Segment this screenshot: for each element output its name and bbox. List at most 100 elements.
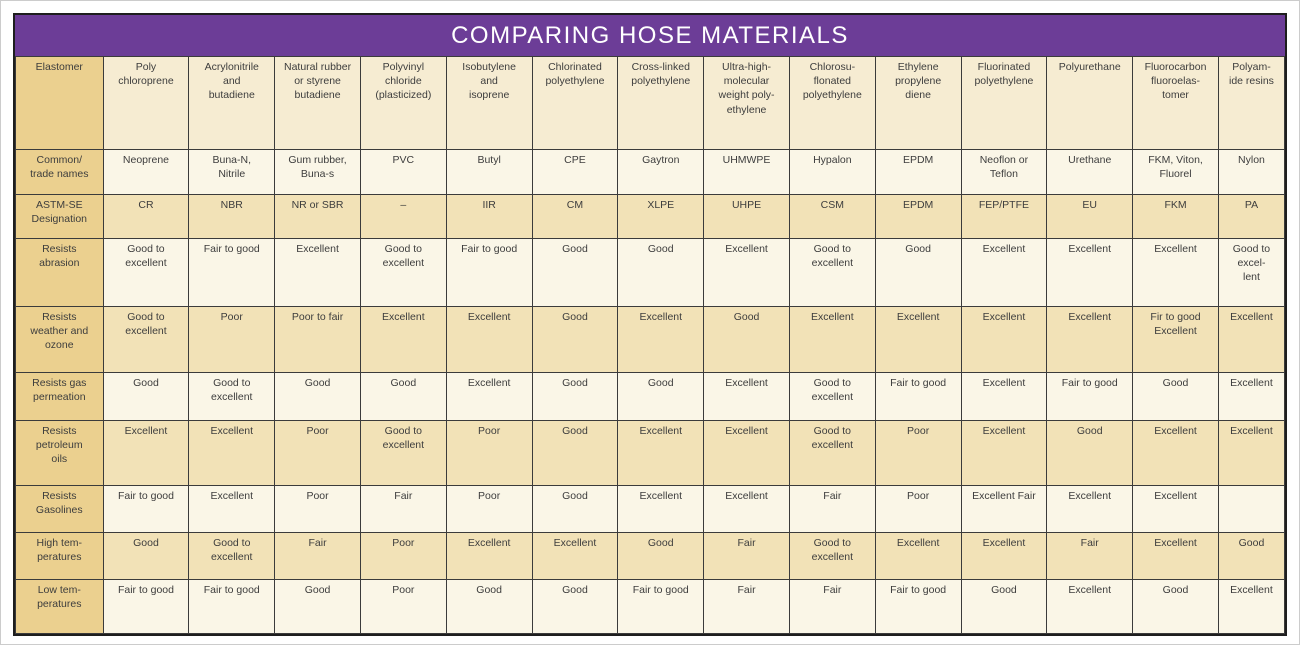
- table-cell: Excellent: [703, 485, 790, 533]
- table-cell: Excellent: [1217, 372, 1286, 421]
- table-cell: Excellent: [102, 420, 190, 486]
- column-header: Polyam- ide resins: [1217, 56, 1286, 150]
- table-cell: Excellent: [274, 238, 361, 307]
- table-cell: Good: [531, 579, 619, 634]
- table-cell: Good: [1132, 372, 1219, 421]
- table-cell: Fair to good: [874, 372, 962, 421]
- table-cell: EPDM: [874, 149, 962, 195]
- table-row: Resists abrasion Good to excellent Fair to…: [15, 238, 1286, 307]
- table-cell: Excellent: [960, 238, 1048, 307]
- table-row: ASTM-SE Designation CR NBR NR or SBR – IIR CM X…: [15, 194, 1286, 239]
- row-label: Resists gas permeation: [15, 372, 104, 421]
- page-title: COMPARING HOSE MATERIALS: [15, 15, 1285, 56]
- table-cell: Excellent: [1217, 420, 1286, 486]
- table-cell: Good: [617, 238, 705, 307]
- table-cell: Fair: [359, 485, 447, 533]
- table-cell: Good to excellent: [102, 306, 190, 373]
- table-cell: Good to excellent: [788, 372, 876, 421]
- table-row: Resists petroleum oils Excellent Excellent…: [15, 420, 1286, 486]
- table-cell: Fair: [274, 532, 361, 580]
- column-header: Chlorinated polyethylene: [531, 56, 619, 150]
- row-label: High tem- peratures: [15, 532, 104, 580]
- table-cell: NR or SBR: [274, 194, 361, 239]
- table-cell: Excellent: [1046, 306, 1134, 373]
- table-cell: Good to excellent: [188, 532, 276, 580]
- column-header: Fluorinated polyethylene: [960, 56, 1048, 150]
- table-cell: EPDM: [874, 194, 962, 239]
- table-cell: EU: [1046, 194, 1134, 239]
- table-cell: Fir to good Excellent: [1132, 306, 1219, 373]
- table-cell: Fair: [788, 485, 876, 533]
- table-cell: Excellent: [874, 532, 962, 580]
- table-cell: Fair: [1046, 532, 1134, 580]
- table-cell: Good: [874, 238, 962, 307]
- table-cell: FKM: [1132, 194, 1219, 239]
- table-cell: Fair to good: [102, 485, 190, 533]
- table-cell: Excellent: [445, 372, 533, 421]
- table-cell: Fair to good: [1046, 372, 1134, 421]
- table-cell: XLPE: [617, 194, 705, 239]
- table-cell: Poor: [445, 420, 533, 486]
- table-cell: Good to excellent: [359, 420, 447, 486]
- table-cell: –: [359, 194, 447, 239]
- table-cell: Excellent: [617, 485, 705, 533]
- column-header: Poly chloroprene: [102, 56, 190, 150]
- header-row: Elastomer Poly chloroprene Acrylonitrile …: [15, 56, 1286, 150]
- table-cell: Poor: [359, 532, 447, 580]
- table-cell: NBR: [188, 194, 276, 239]
- table-cell: Good to excellent: [102, 238, 190, 307]
- table-cell: Excellent: [788, 306, 876, 373]
- column-header: Ethylene propylene diene: [874, 56, 962, 150]
- table-cell: [1217, 485, 1286, 533]
- row-label: Resists abrasion: [15, 238, 104, 307]
- column-header: Polyurethane: [1046, 56, 1134, 150]
- table-cell: Fair to good: [445, 238, 533, 307]
- table-cell: CSM: [788, 194, 876, 239]
- table-cell: Good: [274, 579, 361, 634]
- hose-materials-table-card: COMPARING HOSE MATERIALS Elastomer Poly …: [13, 13, 1287, 636]
- table-cell: Excellent: [1046, 238, 1134, 307]
- table-cell: Good: [445, 579, 533, 634]
- table-cell: Excellent: [960, 306, 1048, 373]
- table-cell: Good: [531, 420, 619, 486]
- table-cell: Good: [1046, 420, 1134, 486]
- table-cell: Excellent: [617, 306, 705, 373]
- table-cell: Good to excellent: [188, 372, 276, 421]
- table-cell: Poor: [274, 420, 361, 486]
- table-row: Resists weather and ozone Good to excelle…: [15, 306, 1286, 373]
- table-cell: Good: [102, 532, 190, 580]
- column-header: Polyvinyl chloride (plasticized): [359, 56, 447, 150]
- table-cell: Poor: [445, 485, 533, 533]
- row-label: Resists petroleum oils: [15, 420, 104, 486]
- table-cell: Excellent: [1132, 238, 1219, 307]
- table-cell: Excellent: [1046, 485, 1134, 533]
- table-cell: Excellent: [960, 532, 1048, 580]
- table-cell: Excellent: [960, 420, 1048, 486]
- table-cell: Fair: [703, 532, 790, 580]
- table-cell: PVC: [359, 149, 447, 195]
- table-cell: Poor: [874, 420, 962, 486]
- table-cell: Neoprene: [102, 149, 190, 195]
- table-row: Resists gas permeation Good Good to excell…: [15, 372, 1286, 421]
- row-label: Resists weather and ozone: [15, 306, 104, 373]
- column-header: Isobutylene and isoprene: [445, 56, 533, 150]
- column-header: Natural rubber or styrene butadiene: [274, 56, 361, 150]
- table-cell: Excellent: [188, 485, 276, 533]
- table-cell: Good: [274, 372, 361, 421]
- table-cell: Butyl: [445, 149, 533, 195]
- table-row: Resists Gasolines Fair to good Excellent Po…: [15, 485, 1286, 533]
- table-cell: Urethane: [1046, 149, 1134, 195]
- table-cell: Excellent: [874, 306, 962, 373]
- table-cell: Good to excel- lent: [1217, 238, 1286, 307]
- table-cell: Excellent: [445, 532, 533, 580]
- table-cell: UHMWPE: [703, 149, 790, 195]
- table-cell: Excellent: [1217, 306, 1286, 373]
- table-cell: Good to excellent: [788, 532, 876, 580]
- table-cell: Poor: [359, 579, 447, 634]
- table-cell: Good: [359, 372, 447, 421]
- table-cell: Excellent Fair: [960, 485, 1048, 533]
- table-cell: Buna-N, Nitrile: [188, 149, 276, 195]
- table-cell: Excellent: [1132, 485, 1219, 533]
- column-header: Acrylonitrile and butadiene: [188, 56, 276, 150]
